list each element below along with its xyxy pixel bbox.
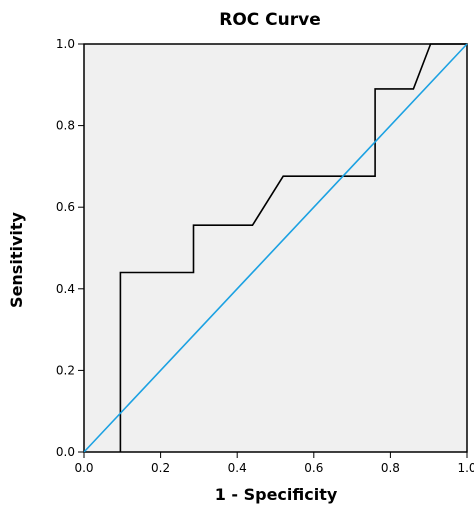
x-tick-label: 0.8: [381, 461, 400, 475]
y-tick-label: 0.4: [56, 282, 75, 296]
chart-title: ROC Curve: [219, 10, 321, 30]
y-tick-label: 0.8: [56, 119, 75, 133]
x-axis-label: 1 - Specificity: [215, 485, 338, 504]
series-layer: [83, 43, 468, 453]
y-axis-label: Sensitivity: [7, 211, 26, 307]
y-tick-label: 0.2: [56, 363, 75, 377]
x-tick-label: 0.4: [228, 461, 247, 475]
y-tick-label: 1.0: [56, 37, 75, 51]
reference-diagonal-line: [83, 43, 468, 453]
x-tick-label: 0.6: [304, 461, 323, 475]
x-tick-label: 0.0: [74, 461, 93, 475]
x-tick-label: 1.0: [457, 461, 474, 475]
y-tick-label: 0.6: [56, 200, 75, 214]
y-tick-label: 0.0: [56, 445, 75, 459]
x-tick-label: 0.2: [151, 461, 170, 475]
roc-curve-line: [119, 43, 467, 452]
axis-layer: 0.0 0.2 0.4 0.6 0.8 1.0 0.0 0.2 0.4 0.6 0.8 1.0: [56, 37, 474, 475]
